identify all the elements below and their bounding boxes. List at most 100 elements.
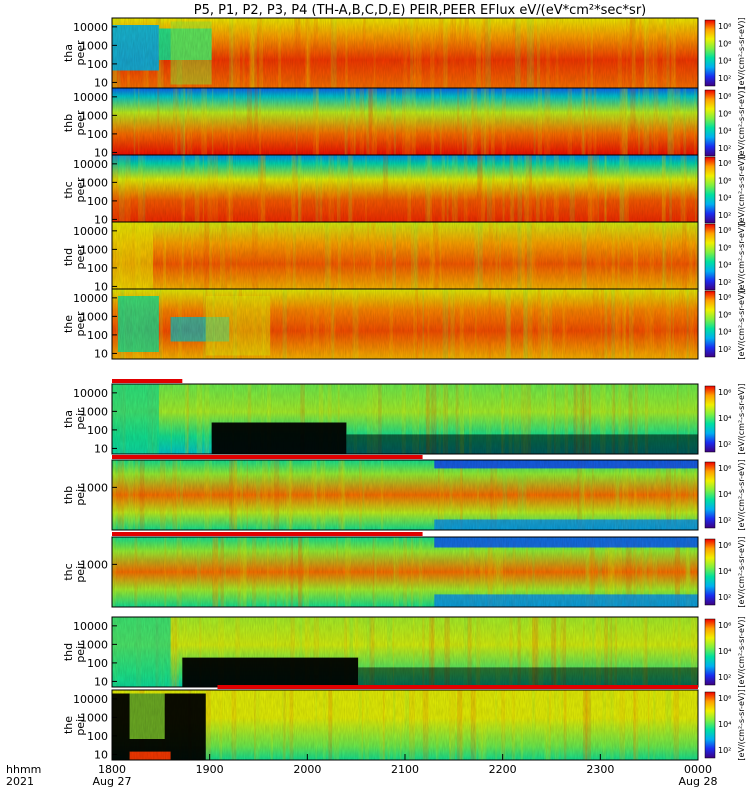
panel-tha-peir: 10000 1000 100 10 tha peir 10² 10⁴ 10⁶ [eV/(cm²-s…	[62, 379, 746, 455]
panel-frame	[111, 383, 699, 455]
y-tick-label: 100	[87, 657, 108, 670]
colorbar	[704, 691, 716, 759]
colorbar	[704, 223, 716, 291]
colorbar	[704, 156, 716, 224]
panel-label-probe: tha	[62, 410, 75, 428]
colorbar-tick-label: 10⁴	[718, 720, 731, 729]
colorbar-tick-label: 10⁸	[718, 293, 731, 302]
spectrogram-texture	[112, 18, 698, 88]
y-tick-label: 10000	[73, 387, 108, 400]
y-tick-label: 10	[94, 675, 108, 688]
colorbar-tick-label: 10⁶	[718, 541, 731, 550]
spectrogram-texture	[112, 222, 698, 292]
panel-label-probe: the	[62, 716, 75, 734]
panel-thc-peer: 10000 1000 100 10 thc peer 10² 10⁴ 10⁶ 10⁸ [eV/(cm…	[62, 154, 746, 226]
colorbar	[704, 89, 716, 157]
y-tick-label: 100	[87, 424, 108, 437]
y-tick-label: 1000	[80, 558, 108, 571]
spectrogram-texture	[112, 690, 698, 760]
x-date-label: Aug 27	[93, 775, 132, 788]
colorbar-label: [eV/(cm²-s-sr-eV)]	[737, 459, 746, 530]
colorbar	[704, 385, 716, 453]
y-tick-label: 10000	[73, 225, 108, 238]
panel-frame	[111, 536, 699, 608]
colorbar-tick-label: 10⁶	[718, 464, 731, 473]
colorbar-tick-label: 10⁴	[718, 567, 731, 576]
panel-label-product: peir	[74, 484, 87, 506]
panel-label-product: peer	[74, 311, 87, 337]
coverage-bar	[217, 685, 699, 689]
y-tick-label: 100	[87, 329, 108, 342]
panel-label-product: peir	[74, 714, 87, 736]
coverage-bar	[112, 532, 423, 536]
colorbar-tick-label: 10²	[718, 211, 731, 220]
x-tick-label: 2000	[293, 763, 321, 776]
panel-label-product: peer	[74, 177, 87, 203]
colorbar-tick-label: 10⁴	[718, 328, 731, 337]
x-row-label: hhmm	[6, 763, 41, 776]
colorbar-label: [eV/(cm²-s-sr-eV)]	[737, 221, 746, 292]
spectrogram-texture	[112, 537, 698, 607]
y-tick-label: 10	[94, 280, 108, 293]
panel-label-probe: thb	[62, 114, 75, 132]
colorbar-tick-label: 10⁶	[718, 621, 731, 630]
colorbar-tick-label: 10⁶	[718, 388, 731, 397]
y-tick-label: 10000	[73, 693, 108, 706]
x-tick-label: 2100	[391, 763, 419, 776]
y-tick-label: 10000	[73, 21, 108, 34]
x-tick-label: 2200	[489, 763, 517, 776]
panel-label-product: peir	[74, 408, 87, 430]
y-tick-label: 100	[87, 262, 108, 275]
colorbar-tick-label: 10²	[718, 516, 731, 525]
panel-tha-peer: 10000 1000 100 10 tha peer 10² 10⁴ 10⁶ 10⁸ [eV/(cm…	[62, 17, 746, 89]
y-tick-label: 1000	[80, 109, 108, 122]
panel-label-probe: thb	[62, 486, 75, 504]
y-tick-label: 1000	[80, 310, 108, 323]
y-tick-label: 10	[94, 76, 108, 89]
coverage-bar	[112, 455, 423, 459]
colorbar-tick-label: 10²	[718, 278, 731, 287]
colorbar-tick-label: 10²	[718, 144, 731, 153]
colorbar-label: [eV/(cm²-s-sr-eV)]	[737, 616, 746, 687]
colorbar-tick-label: 10⁴	[718, 127, 731, 136]
colorbar-label: [eV/(cm²-s-sr-eV)]	[737, 536, 746, 607]
spectrogram-texture	[112, 617, 698, 687]
colorbar-tick-label: 10⁸	[718, 92, 731, 101]
spectrogram-texture	[112, 460, 698, 530]
panel-label-product: peer	[74, 40, 87, 66]
x-year-label: 2021	[6, 775, 34, 788]
colorbar-label: [eV/(cm²-s-sr-eV)]	[737, 87, 746, 158]
coverage-bar	[112, 379, 183, 383]
spectrogram-texture	[112, 88, 698, 158]
colorbar-tick-label: 10⁴	[718, 647, 731, 656]
y-tick-label: 1000	[80, 243, 108, 256]
panel-thb-peer: 10000 1000 100 10 thb peer 10² 10⁴ 10⁶ 10⁸ [eV/(cm…	[62, 87, 746, 159]
panel-label-product: peir	[74, 641, 87, 663]
colorbar-tick-label: 10⁶	[718, 310, 731, 319]
colorbar-tick-label: 10⁶	[718, 109, 731, 118]
colorbar-tick-label: 10²	[718, 746, 731, 755]
panel-label-probe: thd	[62, 643, 75, 661]
x-tick-label: 1800	[98, 763, 126, 776]
y-tick-label: 10	[94, 146, 108, 159]
y-tick-label: 1000	[80, 176, 108, 189]
colorbar-label: [eV/(cm²-s-sr-eV)]	[737, 383, 746, 454]
panel-label-probe: thc	[62, 563, 75, 580]
y-tick-label: 10000	[73, 91, 108, 104]
colorbar-tick-label: 10⁸	[718, 226, 731, 235]
y-tick-label: 1000	[80, 711, 108, 724]
x-tick-label: 0000	[684, 763, 712, 776]
x-date-label: Aug 28	[679, 775, 718, 788]
colorbar	[704, 461, 716, 529]
colorbar-tick-label: 10⁸	[718, 22, 731, 31]
panel-label-product: peir	[74, 561, 87, 583]
panel-label-product: peer	[74, 110, 87, 136]
colorbar-tick-label: 10²	[718, 673, 731, 682]
colorbar-tick-label: 10⁸	[718, 159, 731, 168]
colorbar	[704, 538, 716, 606]
y-tick-label: 1000	[80, 39, 108, 52]
colorbar-tick-label: 10²	[718, 440, 731, 449]
y-tick-label: 10000	[73, 292, 108, 305]
y-tick-label: 10	[94, 213, 108, 226]
